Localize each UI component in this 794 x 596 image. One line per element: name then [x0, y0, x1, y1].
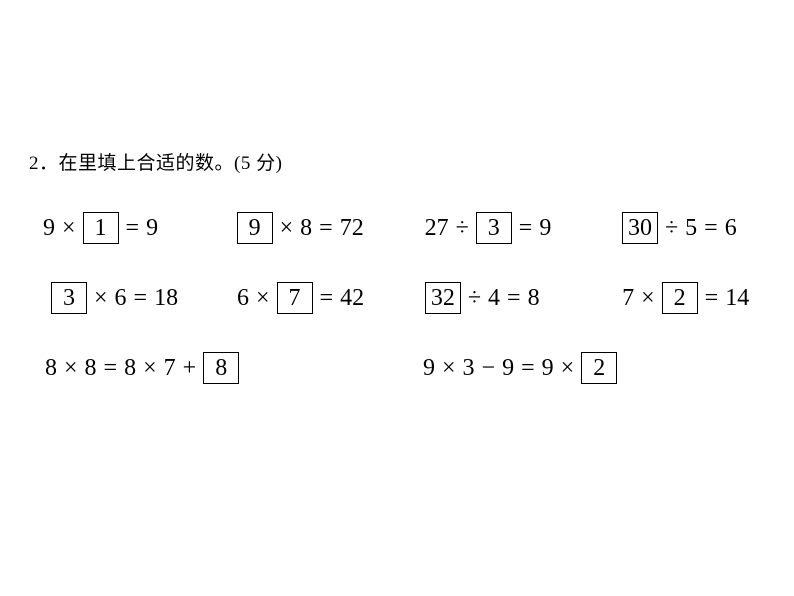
- answer-box[interactable]: 2: [662, 282, 698, 314]
- eq-1-4: 30 ÷ 5 = 6: [619, 210, 760, 246]
- num: 9: [420, 355, 438, 382]
- answer-box[interactable]: 32: [425, 282, 461, 314]
- answer-box[interactable]: 1: [83, 212, 119, 244]
- op-equals: =: [700, 215, 722, 242]
- num: 42: [337, 285, 367, 312]
- row-3: 8 × 8 = 8 × 7 + 8 9 × 3 − 9 = 9 × 2: [40, 350, 760, 386]
- num: 9: [40, 215, 58, 242]
- instruction-text: 在里填上合适的数。: [59, 153, 235, 174]
- op-multiply: ×: [252, 285, 274, 312]
- num: 8: [297, 215, 315, 242]
- num: 3: [460, 355, 478, 382]
- op-divide: ÷: [452, 215, 473, 242]
- answer-box[interactable]: 30: [622, 212, 658, 244]
- op-multiply: ×: [58, 215, 80, 242]
- num: 7: [619, 285, 637, 312]
- op-equals: =: [515, 215, 537, 242]
- op-equals: =: [517, 355, 539, 382]
- op-multiply: ×: [557, 355, 579, 382]
- eq-2-3: 32 ÷ 4 = 8: [422, 280, 619, 316]
- op-multiply: ×: [139, 355, 161, 382]
- answer-box[interactable]: 2: [581, 352, 617, 384]
- instruction-number: 2．: [29, 153, 59, 174]
- num: 18: [151, 285, 181, 312]
- num: 6: [722, 215, 740, 242]
- num: 9: [536, 215, 554, 242]
- num: 72: [337, 215, 367, 242]
- eq-2-2: 6 × 7 = 42: [234, 280, 422, 316]
- num: 9: [499, 355, 517, 382]
- eq-3-2: 9 × 3 − 9 = 9 × 2: [420, 350, 720, 386]
- answer-box[interactable]: 8: [203, 352, 239, 384]
- num: 5: [682, 215, 700, 242]
- op-multiply: ×: [438, 355, 460, 382]
- answer-box[interactable]: 9: [237, 212, 273, 244]
- eq-1-3: 27 ÷ 3 = 9: [422, 210, 619, 246]
- num: 8: [82, 355, 100, 382]
- op-equals: =: [503, 285, 525, 312]
- eq-2-1: 3 × 6 = 18: [48, 280, 234, 316]
- answer-box[interactable]: 3: [476, 212, 512, 244]
- eq-1-2: 9 × 8 = 72: [234, 210, 422, 246]
- op-equals: =: [316, 285, 338, 312]
- num: 7: [161, 355, 179, 382]
- op-equals: =: [701, 285, 723, 312]
- op-equals: =: [130, 285, 152, 312]
- num: 6: [234, 285, 252, 312]
- row-2: 3 × 6 = 18 6 × 7 = 42 32 ÷ 4 = 8 7 × 2 =…: [40, 280, 760, 316]
- op-equals: =: [100, 355, 122, 382]
- num: 8: [525, 285, 543, 312]
- op-multiply: ×: [276, 215, 298, 242]
- num: 8: [42, 355, 60, 382]
- row-1: 9 × 1 = 9 9 × 8 = 72 27 ÷ 3 = 9 30 ÷ 5 =…: [40, 210, 760, 246]
- op-multiply: ×: [90, 285, 112, 312]
- answer-box[interactable]: 3: [51, 282, 87, 314]
- num: 8: [121, 355, 139, 382]
- op-minus: −: [478, 355, 500, 382]
- answer-box[interactable]: 7: [277, 282, 313, 314]
- num: 9: [143, 215, 161, 242]
- op-equals: =: [122, 215, 144, 242]
- eq-1-1: 9 × 1 = 9: [40, 210, 234, 246]
- instruction-points: (5 分): [234, 153, 282, 174]
- eq-3-1: 8 × 8 = 8 × 7 + 8: [42, 350, 420, 386]
- eq-2-4: 7 × 2 = 14: [619, 280, 760, 316]
- op-multiply: ×: [60, 355, 82, 382]
- op-divide: ÷: [661, 215, 682, 242]
- op-plus: +: [179, 355, 201, 382]
- num: 6: [112, 285, 130, 312]
- instruction: 2．在里填上合适的数。(5 分): [29, 148, 282, 175]
- equations-rows: 9 × 1 = 9 9 × 8 = 72 27 ÷ 3 = 9 30 ÷ 5 =…: [40, 210, 760, 420]
- num: 4: [485, 285, 503, 312]
- num: 27: [422, 215, 452, 242]
- op-divide: ÷: [464, 285, 485, 312]
- num: 14: [722, 285, 752, 312]
- op-equals: =: [315, 215, 337, 242]
- num: 9: [539, 355, 557, 382]
- op-multiply: ×: [637, 285, 659, 312]
